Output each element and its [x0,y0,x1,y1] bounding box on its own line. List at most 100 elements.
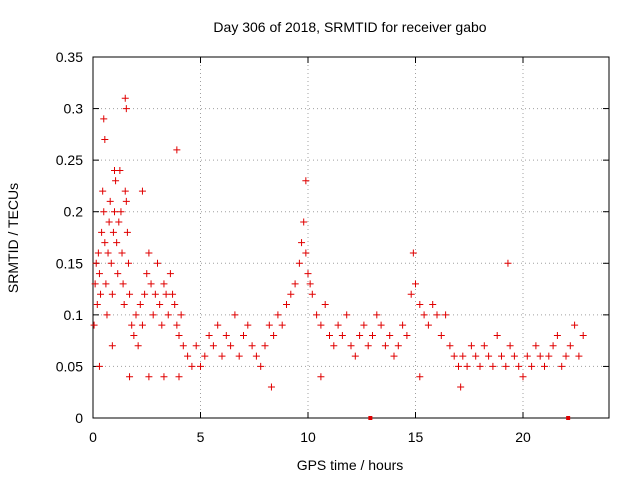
data-point [175,331,183,339]
y-tick-label: 0.2 [64,204,84,220]
data-point [442,311,450,319]
data-point [171,301,179,309]
data-point [450,352,458,360]
data-point [287,290,295,298]
data-point [257,362,265,370]
data-point [222,331,230,339]
data-point [306,280,314,288]
data-point [498,352,505,360]
data-point [205,331,213,339]
data-point [111,166,118,174]
data-point [92,259,100,267]
data-point [106,197,114,205]
data-point [409,249,417,257]
data-point [101,136,109,144]
data-point [143,270,151,278]
data-point [160,373,168,381]
data-point [347,342,355,350]
data-points [90,94,587,391]
data-point [114,270,122,278]
axis-marker [368,416,373,420]
data-point [126,373,134,381]
x-tick-labels: 0 5 10 15 20 [89,429,531,445]
data-point [158,321,166,329]
plot-frame [92,56,610,419]
data-point [244,321,252,329]
data-point [124,259,132,267]
data-point [108,342,116,350]
data-point [553,331,561,339]
data-point [338,331,346,339]
data-point [532,342,540,350]
data-point [326,331,333,339]
data-point [489,362,497,370]
data-point [138,321,146,329]
data-point [457,383,465,391]
data-point [113,239,121,247]
data-point [214,321,222,329]
data-point [107,259,115,267]
data-point [235,352,243,360]
data-point [97,290,105,298]
data-point [169,290,177,298]
data-point [519,373,527,381]
data-point [270,331,278,339]
data-point [562,352,570,360]
data-point [390,352,398,360]
data-point [558,362,566,370]
data-point [502,362,510,370]
data-point [98,228,106,236]
data-point [437,331,445,339]
data-point [112,177,120,185]
data-point [132,311,140,319]
data-point [523,352,531,360]
data-point [399,321,407,329]
data-point [101,239,109,247]
data-point [173,321,181,329]
x-tick-label: 20 [515,429,531,445]
data-point [373,311,381,319]
data-point [536,352,544,360]
data-point [433,311,441,319]
data-point [177,311,185,319]
y-tick-label: 0.35 [56,49,83,65]
data-point [240,331,247,339]
data-point [298,239,306,247]
chart-title: Day 306 of 2018, SRMTID for receiver gab… [213,19,486,35]
y-tick-labels: 0 0.05 0.1 0.15 0.2 0.25 0.3 0.35 [56,49,83,426]
data-point [506,342,514,350]
data-point [300,218,308,226]
data-point [173,146,181,154]
data-point [109,228,117,236]
data-point [95,362,103,370]
data-point [93,301,101,309]
data-point [160,280,168,288]
data-point [104,249,112,257]
data-point [115,218,123,226]
y-tick-label: 0.3 [64,101,84,117]
data-point [343,311,351,319]
data-point [407,290,415,298]
data-point [446,342,454,350]
data-point [403,331,411,339]
data-point [121,94,129,102]
data-point [416,373,424,381]
data-point [218,352,226,360]
data-point [429,301,437,309]
data-point [463,362,471,370]
data-point [386,331,394,339]
data-point [91,280,99,288]
data-point [100,115,108,123]
data-point [121,187,129,195]
data-point [459,352,467,360]
data-point [134,342,142,350]
y-tick-label: 0 [75,410,83,426]
data-point [330,342,338,350]
data-point [149,311,157,319]
data-point [467,342,475,350]
data-point [575,352,583,360]
data-point [227,342,235,350]
data-point [252,352,260,360]
data-point [138,187,146,195]
